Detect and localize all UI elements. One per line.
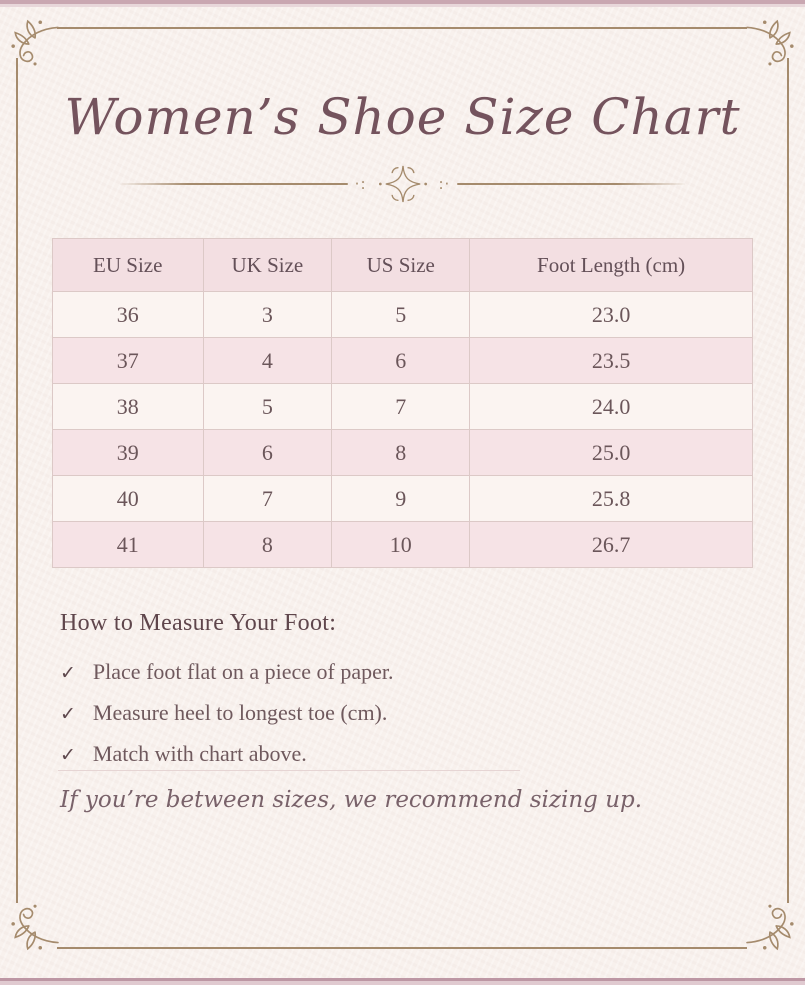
step-text: Match with chart above. [92, 741, 307, 766]
table-row: 36 3 5 23.0 [52, 291, 753, 338]
title-divider: ·: :· [0, 165, 805, 203]
sizing-note: If you’re between sizes, we recommend si… [60, 787, 643, 813]
table-cell: 39 [52, 429, 204, 476]
bottom-mauve-band [0, 978, 805, 985]
table-cell: 9 [331, 475, 471, 522]
table-cell: 7 [202, 475, 333, 522]
measure-heading: How to Measure Your Foot: [60, 610, 337, 636]
table-cell: 4 [202, 337, 333, 384]
column-header-footlength: Foot Length (cm) [469, 238, 753, 292]
corner-flourish-icon [746, 19, 794, 66]
table-header-row: EU Size UK Size US Size Foot Length (cm) [52, 238, 753, 292]
table-row: 41 8 10 26.7 [52, 521, 753, 568]
table-cell: 25.0 [469, 429, 753, 476]
table-cell: 24.0 [469, 383, 753, 430]
list-item: ✓ Match with chart above. [60, 741, 740, 767]
table-cell: 6 [202, 429, 333, 476]
table-row: 39 6 8 25.0 [52, 429, 753, 476]
column-header-eu: EU Size [52, 238, 204, 292]
list-item: ✓ Place foot flat on a piece of paper. [60, 659, 740, 685]
checkmark-icon: ✓ [60, 703, 76, 725]
table-cell: 40 [52, 475, 204, 522]
table-cell: 8 [331, 429, 471, 476]
table-cell: 25.8 [469, 475, 753, 522]
corner-flourish-icon [11, 19, 59, 66]
column-header-us: US Size [331, 238, 471, 292]
checkmark-icon: ✓ [60, 662, 76, 684]
sparkle-diamond-icon [378, 165, 427, 203]
table-cell: 23.5 [469, 337, 753, 384]
note-divider-line [58, 770, 520, 771]
corner-flourish-icon [746, 904, 794, 951]
table-row: 37 4 6 23.5 [52, 337, 753, 384]
measure-section: How to Measure Your Foot: ✓ Place foot f… [60, 610, 740, 782]
table-cell: 37 [52, 337, 204, 384]
corner-flourish-icon [11, 904, 59, 951]
table-cell: 41 [52, 521, 204, 568]
divider-line-right [457, 183, 686, 185]
table-cell: 10 [331, 521, 471, 568]
column-header-uk: UK Size [202, 238, 333, 292]
divider-line-left [119, 183, 348, 185]
step-text: Measure heel to longest toe (cm). [92, 700, 388, 725]
table-cell: 38 [52, 383, 204, 430]
table-cell: 5 [331, 291, 471, 338]
step-text: Place foot flat on a piece of paper. [92, 659, 394, 684]
divider-dots-left: ·: [354, 175, 367, 193]
top-mauve-band [0, 0, 805, 7]
frame-bottom-line [57, 947, 747, 949]
table-cell: 23.0 [469, 291, 753, 338]
frame-right-line [787, 58, 789, 903]
table-cell: 6 [331, 337, 471, 384]
checkmark-icon: ✓ [60, 744, 76, 766]
table-cell: 36 [52, 291, 204, 338]
table-row: 38 5 7 24.0 [52, 383, 753, 430]
shoe-size-table: EU Size UK Size US Size Foot Length (cm)… [52, 238, 753, 568]
frame-left-line [16, 58, 18, 903]
table-row: 40 7 9 25.8 [52, 475, 753, 522]
frame-top-line [57, 27, 747, 29]
list-item: ✓ Measure heel to longest toe (cm). [60, 700, 740, 726]
page-title: Women’s Shoe Size Chart [64, 88, 741, 146]
divider-dots-right: :· [438, 175, 451, 193]
table-cell: 26.7 [469, 521, 753, 568]
table-cell: 7 [331, 383, 471, 430]
table-cell: 8 [202, 521, 333, 568]
table-cell: 5 [202, 383, 333, 430]
table-cell: 3 [202, 291, 333, 338]
measure-steps-list: ✓ Place foot flat on a piece of paper. ✓… [60, 659, 740, 767]
